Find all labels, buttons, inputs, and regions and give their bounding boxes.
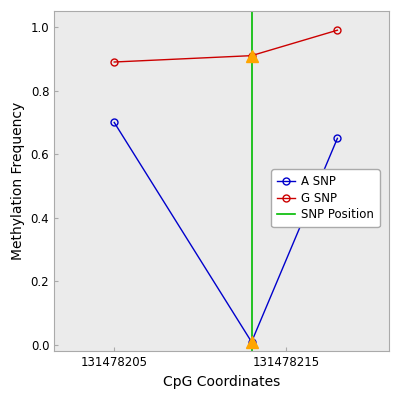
X-axis label: CpG Coordinates: CpG Coordinates: [163, 375, 280, 389]
Legend: A SNP, G SNP, SNP Position: A SNP, G SNP, SNP Position: [271, 169, 380, 227]
Y-axis label: Methylation Frequency: Methylation Frequency: [11, 102, 25, 260]
